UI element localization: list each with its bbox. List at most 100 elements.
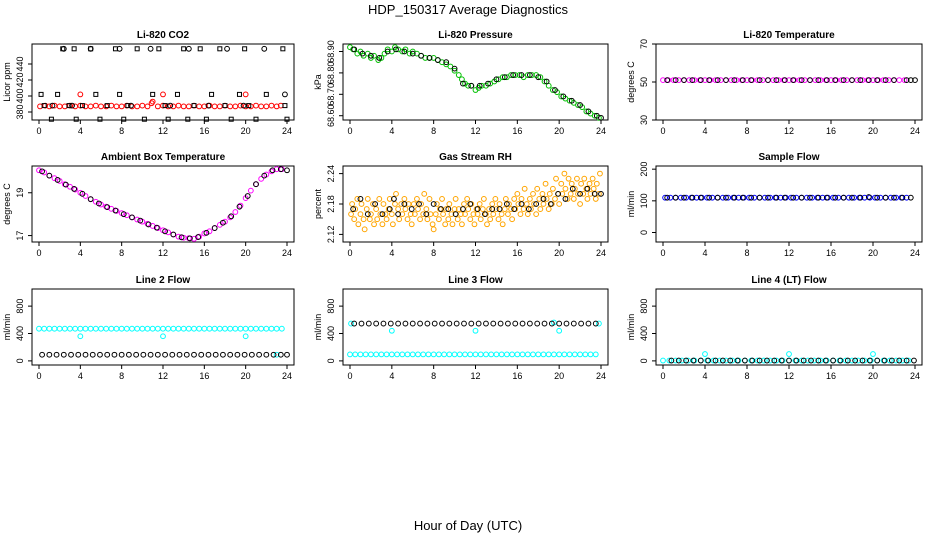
data-point: [104, 351, 111, 358]
data-point: [559, 190, 566, 197]
panel-title: Li-820 Temperature: [743, 30, 835, 41]
y-axis-label: ml/min: [626, 314, 636, 341]
data-point: [488, 351, 495, 358]
data-point: [36, 167, 42, 174]
x-tick-label: 24: [910, 126, 920, 136]
data-point: [417, 216, 423, 223]
data-point: [277, 166, 284, 173]
data-point: [773, 77, 780, 83]
data-point: [683, 357, 689, 364]
data-point: [175, 233, 182, 240]
data-point: [586, 180, 593, 187]
data-point: [596, 190, 602, 197]
data-point: [212, 351, 219, 358]
data-point: [452, 211, 459, 218]
data-point: [719, 357, 726, 364]
data-point: [273, 325, 280, 332]
x-tick-label: 4: [78, 248, 83, 258]
x-tick-label: 20: [554, 126, 564, 136]
data-point: [197, 46, 203, 52]
data-point: [391, 196, 397, 202]
y-tick-label: 400: [639, 326, 649, 341]
data-point: [439, 196, 445, 202]
data-point: [479, 206, 486, 212]
data-point: [823, 194, 830, 201]
data-point: [903, 357, 910, 364]
data-point: [134, 216, 141, 223]
data-point: [521, 185, 528, 192]
data-point: [236, 203, 243, 210]
y-axis-label: degrees C: [2, 183, 12, 225]
data-point: [167, 102, 174, 109]
data-point: [268, 168, 275, 175]
data-point: [211, 103, 218, 110]
data-point: [349, 201, 355, 207]
data-point: [418, 201, 425, 207]
data-point: [280, 46, 286, 52]
data-point: [404, 351, 411, 358]
series-1: [39, 351, 290, 358]
data-point: [211, 225, 218, 231]
data-point: [534, 185, 541, 192]
data-point: [185, 45, 192, 52]
data-point: [561, 351, 568, 358]
data-point: [706, 77, 713, 83]
data-point: [401, 48, 408, 55]
data-point: [857, 194, 864, 201]
y-tick-label: 380: [15, 104, 25, 119]
data-point: [534, 320, 541, 327]
data-point: [75, 351, 82, 358]
data-point: [227, 103, 234, 110]
data-point: [383, 351, 390, 358]
data-point: [258, 103, 265, 110]
data-point: [144, 325, 151, 332]
data-point: [227, 325, 234, 332]
data-point: [48, 116, 54, 122]
data-point: [378, 351, 385, 358]
data-point: [269, 167, 276, 174]
data-point: [501, 74, 508, 81]
series-1: [39, 166, 290, 242]
data-point: [201, 325, 208, 332]
data-point: [36, 325, 42, 332]
data-point: [415, 206, 421, 212]
data-point: [363, 206, 370, 212]
data-point: [205, 351, 212, 358]
data-point: [426, 55, 433, 61]
series-1: [351, 320, 599, 327]
y-tick-label: 800: [639, 299, 649, 314]
data-point: [258, 175, 265, 182]
data-point: [748, 77, 755, 83]
x-tick-label: 20: [241, 248, 251, 258]
data-point: [46, 172, 53, 179]
data-point: [911, 357, 917, 364]
data-point: [41, 103, 47, 109]
data-point: [358, 201, 365, 207]
data-point: [764, 357, 770, 364]
data-point: [393, 190, 399, 197]
data-point: [535, 74, 542, 81]
data-point: [765, 194, 771, 201]
data-point: [681, 77, 687, 83]
data-point: [82, 351, 89, 358]
data-point: [565, 175, 572, 182]
data-point: [541, 320, 548, 327]
data-point: [551, 351, 557, 358]
data-point: [552, 196, 558, 202]
data-point: [580, 190, 587, 197]
x-tick-label: 4: [702, 248, 707, 258]
data-point: [433, 201, 440, 207]
x-tick-label: 12: [784, 371, 794, 381]
data-point: [889, 357, 895, 364]
data-point: [242, 46, 248, 52]
data-point: [232, 103, 239, 110]
data-point: [765, 77, 771, 83]
data-point: [145, 221, 152, 228]
data-point: [541, 78, 548, 85]
data-point: [511, 206, 518, 212]
x-tick-label: 8: [431, 371, 436, 381]
chart-gas-stream-rh: Gas Stream RH percent 0 4 8 12 16 20 24 2.12 2.18 2…: [313, 152, 609, 258]
data-point: [505, 320, 511, 327]
data-point: [518, 201, 525, 207]
